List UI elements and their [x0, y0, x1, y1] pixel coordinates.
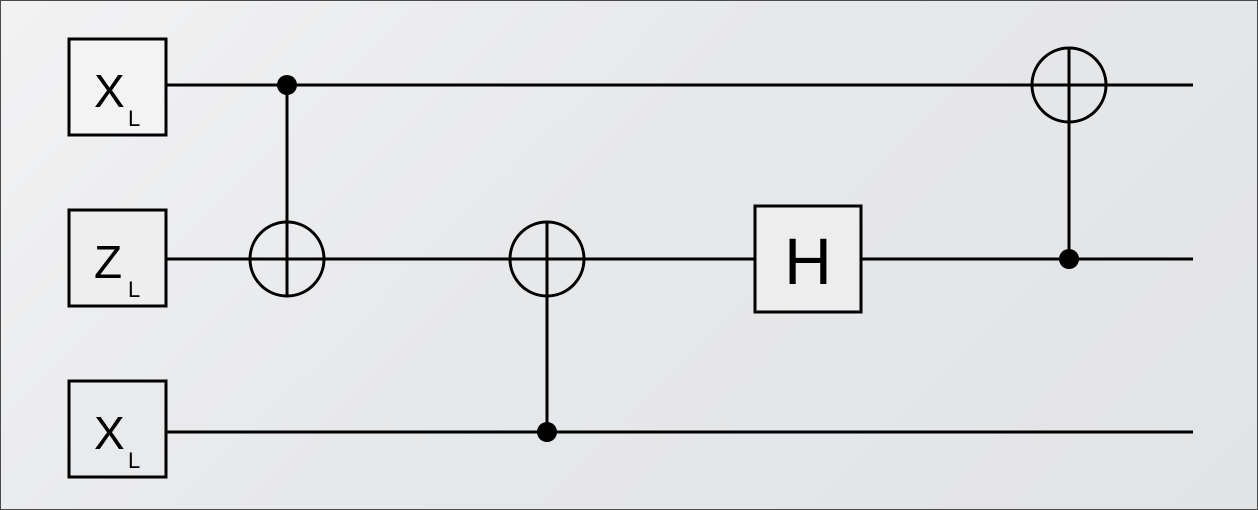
cnot-gate-3 [1030, 46, 1108, 269]
hadamard-label: H [784, 224, 832, 298]
input-label-3: X [94, 407, 125, 459]
input-subscript-2: L [128, 277, 140, 302]
cnot-gate-2 [508, 220, 586, 442]
hadamard-gate: H [753, 204, 863, 314]
control-dot-1 [277, 75, 297, 95]
control-dot-2 [537, 422, 557, 442]
input-subscript-1: L [128, 106, 140, 131]
cnot-gate-1 [248, 75, 326, 298]
input-subscript-3: L [128, 448, 140, 473]
input-label-1: X [94, 65, 125, 117]
input-box-3: X L [67, 379, 168, 479]
control-dot-3 [1059, 249, 1079, 269]
input-box-2: Z L [67, 208, 168, 308]
input-label-2: Z [94, 236, 122, 288]
input-box-1: X L [67, 37, 168, 137]
